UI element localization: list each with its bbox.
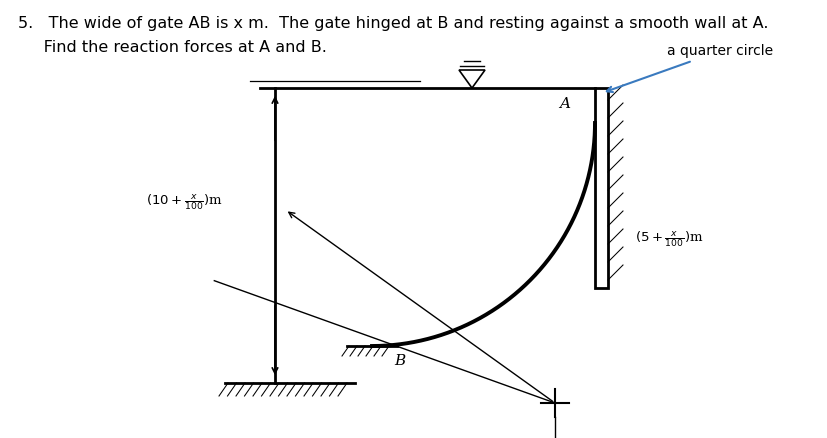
Bar: [595, 88, 608, 288]
Text: a quarter circle: a quarter circle: [607, 44, 773, 92]
Text: $(10 + \frac{x}{100})$m: $(10 + \frac{x}{100})$m: [146, 192, 223, 212]
Text: B: B: [394, 354, 405, 368]
Text: A: A: [560, 97, 571, 111]
Text: Find the reaction forces at A and B.: Find the reaction forces at A and B.: [18, 40, 327, 55]
Text: 5.   The wide of gate AB is x m.  The gate hinged at B and resting against a smo: 5. The wide of gate AB is x m. The gate …: [18, 16, 768, 31]
Text: $(5 + \frac{x}{100})$m: $(5 + \frac{x}{100})$m: [635, 230, 704, 249]
